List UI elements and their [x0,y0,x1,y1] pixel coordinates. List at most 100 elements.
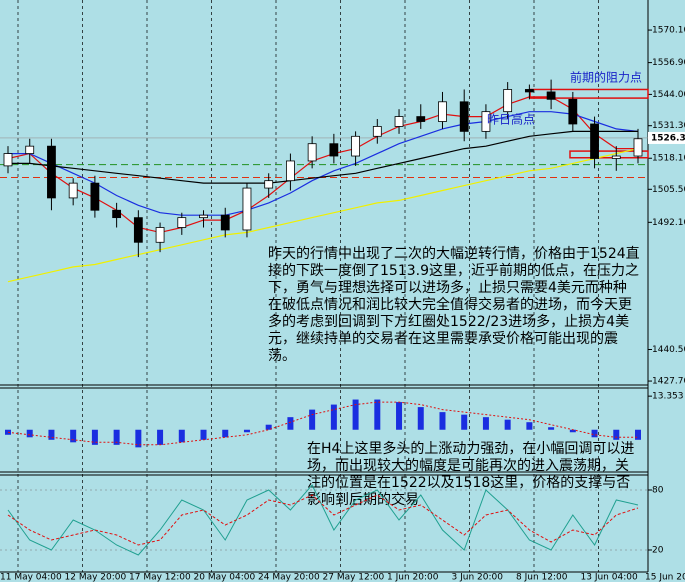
macd-bar [26,429,33,438]
candle-body [90,182,100,211]
macd-bar [482,417,489,430]
candle-body [546,91,556,100]
x-tick-label: 20 May 04:00 [194,573,256,582]
candle-body [47,145,56,199]
candle-body [590,123,599,159]
comment-line: 在破低点情况和润比较大完全值得交易者的进场，而今天更 [268,296,632,313]
annotation: 昨日高点 [487,112,535,127]
macd-bar [526,422,533,430]
candle-body [351,135,360,157]
moving-average [8,130,638,184]
comment-line: 昨天的行情中出现了二次的大幅逆转行情，价格由于1524直 [268,245,640,262]
macd-bar [243,429,250,433]
comment-line: 元，继续持单的交易者在这里需要承受价格可能出现的震 [268,330,618,347]
candle-body [568,98,578,125]
macd-bar [569,429,576,433]
macd-bar [504,419,511,430]
y-tick-label: 1556.90 [652,58,685,68]
macd-bar [48,429,55,440]
macd-bar [200,429,207,440]
macd-bar [548,427,555,430]
macd-bar [635,429,641,440]
candle-body [199,214,208,219]
macd-bar [309,409,316,430]
x-tick-label: 15 Jun 20:00 [645,573,685,582]
candle-body [286,160,295,182]
x-tick-label: 3 Jun 20:00 [452,573,504,582]
candle-body [133,217,143,243]
stochastic-line [7,494,639,546]
y-tick-label: 80 [652,486,664,496]
macd-bar [70,429,77,443]
candle-body [481,111,491,132]
candle-body [242,187,252,231]
macd-bar [113,429,120,445]
candle-body [307,143,317,162]
macd-bar [222,429,229,438]
macd-bar [396,402,403,430]
macd-bar [157,429,164,445]
candle-body [611,155,621,159]
macd-bar [287,417,294,430]
macd-bar [374,399,381,430]
comment-line: 多的考虑到回调到下方红圈处1522/23进场多，止损方4美 [268,313,629,330]
candle-body [155,227,165,243]
candle-body [177,217,187,228]
y-tick-label: 1518.10 [652,154,685,164]
comment-line: 在H4上这里多头的上涨动力强劲，在小幅回调可以进 [307,440,634,457]
x-tick-label: 17 May 12:00 [129,573,191,582]
macd-bar [461,414,468,430]
annotation: 前期的阻力点 [570,70,642,85]
macd-bar [330,404,337,430]
macd-bar [178,429,185,443]
y-tick-label: 20 [652,546,664,556]
x-tick-label: 27 May 12:00 [323,573,385,582]
macd-bar [439,412,446,430]
comment-line: 接的下跌一度倒了1513.9这里，近乎前期的低点，在压力之 [268,262,639,279]
moving-average [7,96,638,234]
current-price-box [648,131,685,144]
y-tick-label: 1440.50 [652,345,685,355]
y-tick-label: 1505.50 [652,185,685,195]
candle-body [264,180,274,189]
macd-bar [417,407,424,430]
x-tick-label: 13 Jun 04:00 [581,573,638,582]
candle-body [394,116,404,127]
moving-average [8,111,639,216]
candle-body [112,209,122,219]
candle-body [438,101,447,122]
comment-line: 注的位置是在1522以及1518这里，价格的支撑与否 [307,474,630,491]
y-tick-label: 1570.10 [652,26,685,36]
candle-body [503,89,513,113]
price-zone [529,88,649,99]
x-tick-label: 12 May 20:00 [65,573,127,582]
x-tick-label: 8 Jun 12:00 [516,573,568,582]
comment-line: 下，勇气与理想选择可以进场多，止损只需要4美元而种种 [268,279,627,296]
y-tick-label: 13.353 [652,392,684,402]
macd-bar [135,429,142,448]
x-tick-label: 1 Jun 20:00 [387,573,439,582]
candle-body [329,143,339,157]
candle-body [3,153,13,167]
y-tick-label: 1531.30 [652,121,685,131]
candle-body [68,182,78,199]
y-tick-label: 1492.10 [652,218,685,228]
macd-bar [591,429,598,438]
y-tick-label: 1544.00 [652,90,685,100]
y-tick-label: 1427.70 [652,377,685,387]
candle-body [416,116,426,122]
candle-body [633,138,643,157]
candle-body [459,101,469,132]
x-tick-label: 24 May 20:00 [258,573,320,582]
macd-bar [352,399,359,430]
signal-line [7,401,638,446]
current-price-label: 1526.33 [651,133,685,143]
candle-body [220,214,230,231]
comment-line: 荡。 [268,348,296,364]
candle-body [25,145,35,154]
macd-bar [613,429,620,440]
price-zone [569,150,649,159]
comment-line: 影响到后期的交易 [307,491,419,508]
